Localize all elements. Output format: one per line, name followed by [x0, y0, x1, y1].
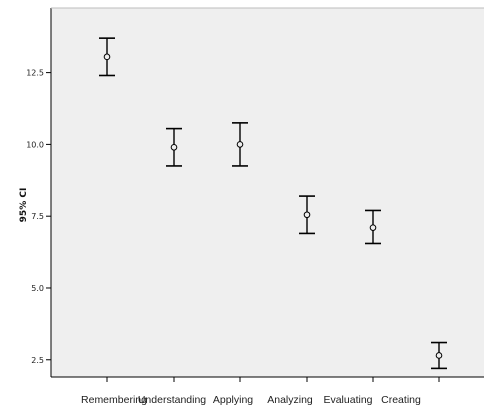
mean-marker: [369, 224, 377, 231]
y-axis-title: 95% CI: [19, 188, 29, 223]
mean-marker: [236, 141, 244, 148]
error-bar: [232, 122, 248, 167]
error-bar: [431, 341, 447, 370]
error-bar: [99, 37, 115, 77]
mean-marker: [435, 352, 443, 359]
error-bar: [166, 127, 182, 167]
y-tick-label: 7.5: [31, 212, 44, 221]
error-bar: [299, 195, 315, 235]
x-tick-label: Creating: [381, 394, 421, 406]
y-tick-label: 2.5: [31, 356, 44, 365]
y-tick-label: 5.0: [31, 284, 44, 293]
x-tick-label: Understanding: [138, 394, 206, 406]
error-bars: [99, 37, 447, 370]
y-tick-label: 12.5: [26, 69, 44, 78]
x-tick-label: Evaluating: [323, 394, 372, 406]
x-tick-label: Applying: [213, 394, 253, 406]
mean-marker: [103, 53, 111, 61]
y-ticks: 2.5 5.0 7.5 10.0 12.5: [26, 69, 51, 365]
x-tick-label: Remembering: [81, 394, 147, 406]
plot-area: [51, 8, 484, 377]
mean-marker: [170, 143, 178, 151]
error-bar: [365, 209, 381, 245]
mean-marker: [303, 211, 311, 219]
x-tick-label: Analyzing: [267, 394, 313, 406]
y-tick-label: 10.0: [26, 140, 44, 149]
